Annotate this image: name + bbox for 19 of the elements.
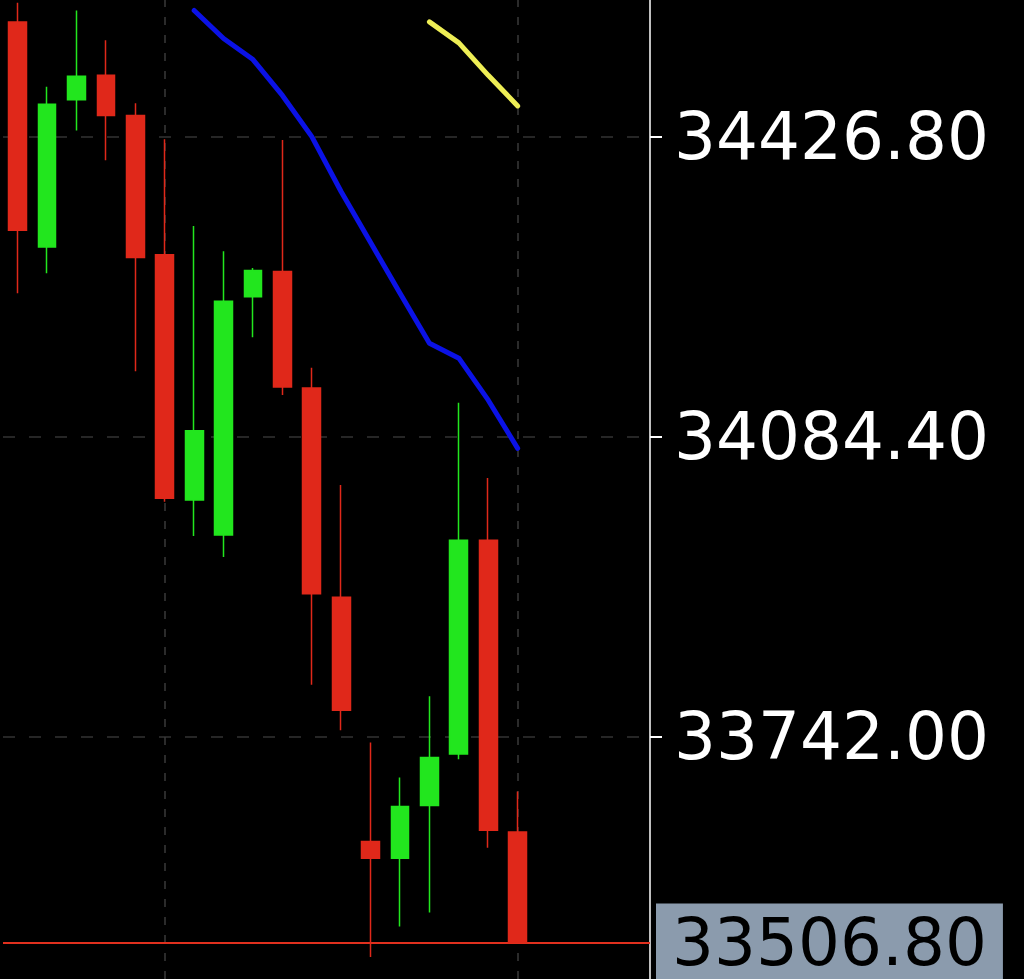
candlestick	[213, 250, 234, 558]
candlestick	[331, 484, 352, 732]
candlestick	[390, 776, 410, 928]
ref-line-label: 33506.80	[672, 903, 987, 979]
candlestick	[272, 139, 293, 396]
candlestick	[184, 225, 205, 537]
y-tick-label: 33742.00	[674, 697, 989, 775]
candlestick	[125, 102, 146, 373]
candlestick	[243, 267, 263, 338]
candlestick	[419, 695, 440, 914]
candlestick	[96, 39, 116, 161]
y-tick-label: 34426.80	[674, 98, 989, 176]
candlestick	[66, 9, 87, 132]
y-tick-label: 34084.40	[674, 398, 989, 476]
candlestick	[7, 1, 28, 295]
candlestick	[37, 85, 57, 274]
candlestick	[301, 367, 322, 686]
candlestick	[478, 477, 499, 849]
candlestick	[448, 402, 469, 760]
